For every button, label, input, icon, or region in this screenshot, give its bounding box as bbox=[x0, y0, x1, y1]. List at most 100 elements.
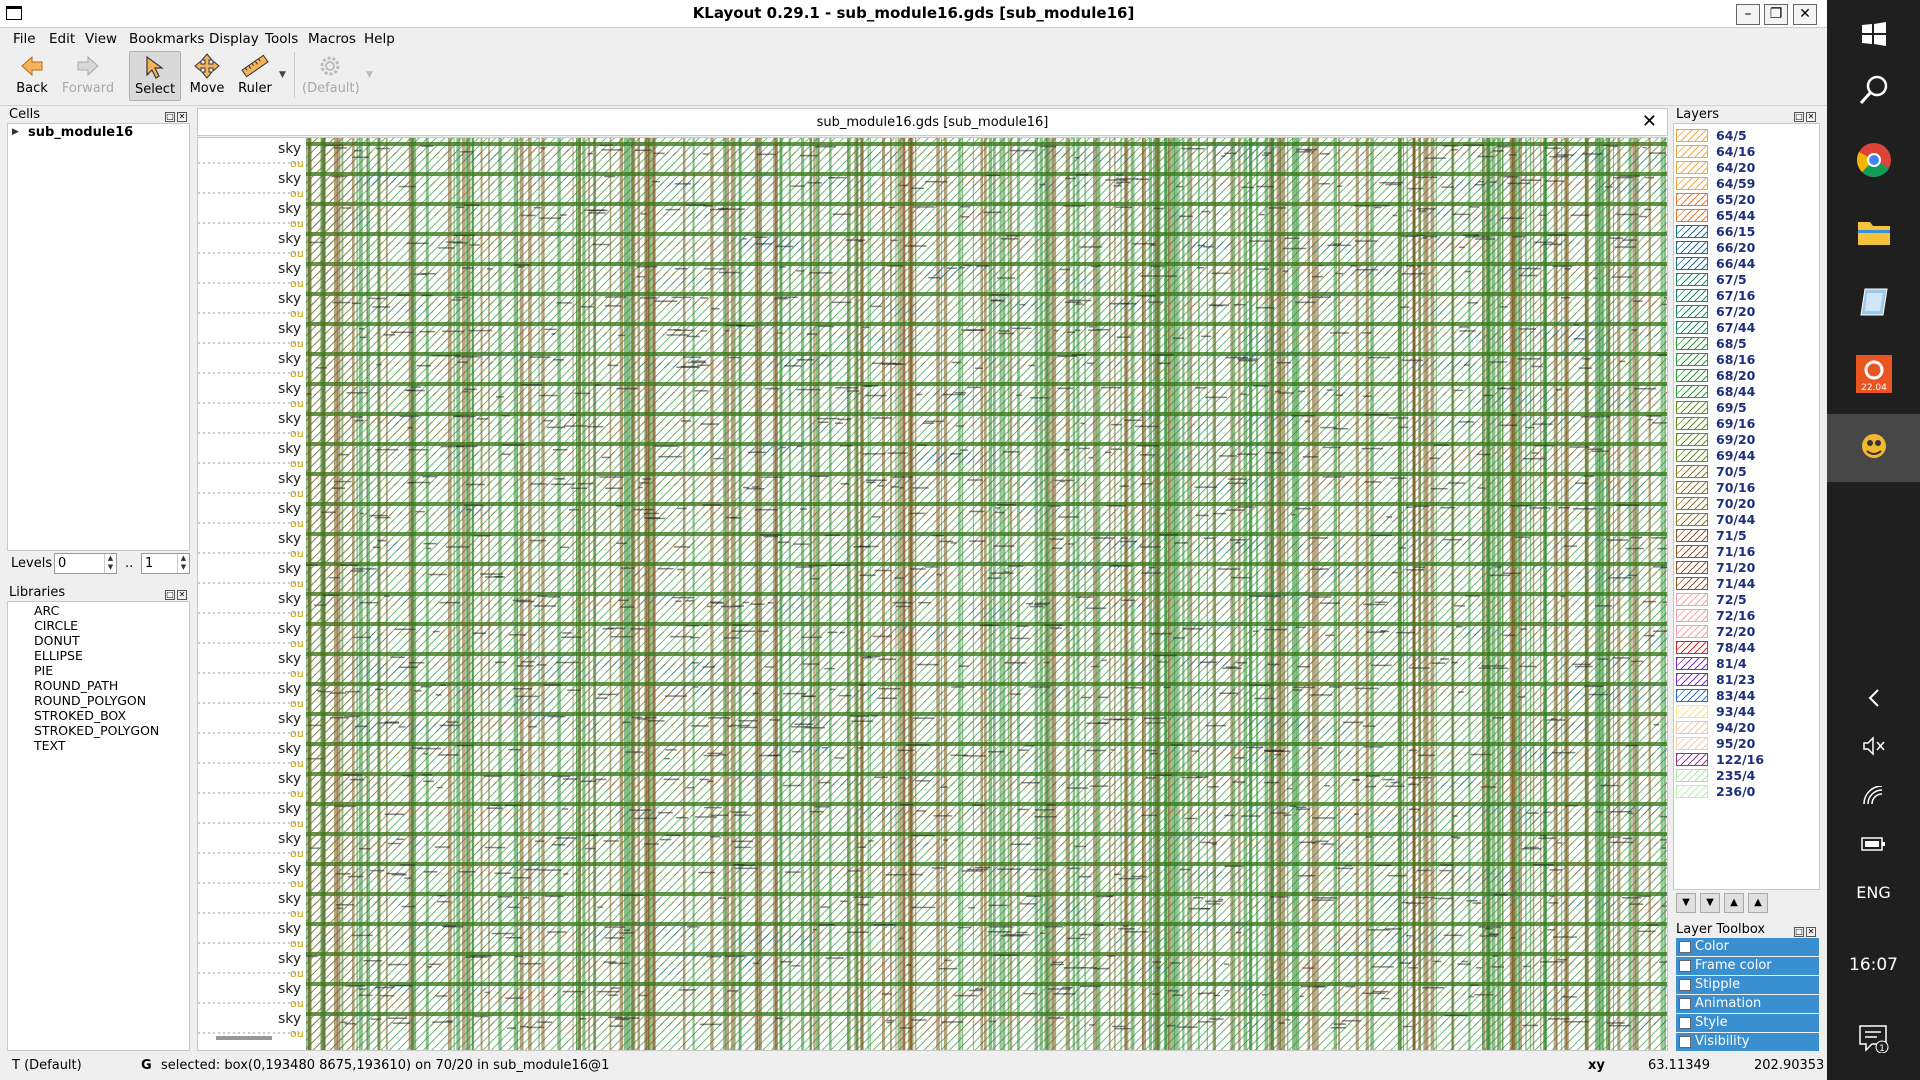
menu-file[interactable]: File bbox=[13, 31, 36, 47]
cell-item-sub-module16[interactable]: sub_module16 bbox=[28, 125, 134, 140]
layer-swatch[interactable] bbox=[1676, 369, 1708, 382]
checkbox[interactable] bbox=[1679, 960, 1691, 972]
cells-tree[interactable]: ▶ sub_module16 bbox=[7, 123, 190, 551]
move-layer-top-icon[interactable]: ▲ bbox=[1748, 893, 1768, 913]
file-explorer-icon[interactable] bbox=[1827, 198, 1920, 266]
library-item[interactable]: STROKED_BOX bbox=[34, 708, 127, 723]
close-icon[interactable]: ✕ bbox=[1806, 112, 1816, 122]
battery-icon[interactable] bbox=[1827, 814, 1920, 874]
layer-item[interactable]: 93/44 bbox=[1676, 704, 1816, 720]
checkbox[interactable] bbox=[1679, 1017, 1691, 1029]
layout-drawing[interactable]: skyouskyouskyouskyouskyouskyouskyouskyou… bbox=[198, 138, 1668, 1051]
layer-swatch[interactable] bbox=[1676, 513, 1708, 526]
layer-swatch[interactable] bbox=[1676, 481, 1708, 494]
expand-arrow-icon[interactable]: ▶ bbox=[12, 127, 19, 137]
layer-item[interactable]: 66/15 bbox=[1676, 224, 1816, 240]
layer-item[interactable]: 71/5 bbox=[1676, 528, 1816, 544]
layer-item[interactable]: 64/20 bbox=[1676, 160, 1816, 176]
levels-max-spinbox[interactable]: 1 ▲ ▼ bbox=[141, 553, 190, 574]
libraries-list[interactable]: ARC CIRCLE DONUT ELLIPSE PIE ROUND_PATH … bbox=[7, 601, 190, 1051]
menu-bookmarks[interactable]: Bookmarks bbox=[129, 31, 205, 47]
toolbox-frame-color[interactable]: Frame color bbox=[1676, 957, 1819, 975]
layer-item[interactable]: 72/20 bbox=[1676, 624, 1816, 640]
layer-swatch[interactable] bbox=[1676, 705, 1708, 718]
layer-swatch[interactable] bbox=[1676, 737, 1708, 750]
library-item[interactable]: TEXT bbox=[34, 738, 66, 753]
layer-swatch[interactable] bbox=[1676, 561, 1708, 574]
menu-tools[interactable]: Tools bbox=[265, 31, 299, 47]
layer-item[interactable]: 81/4 bbox=[1676, 656, 1816, 672]
layer-swatch[interactable] bbox=[1676, 417, 1708, 430]
layer-item[interactable]: 83/44 bbox=[1676, 688, 1816, 704]
ubuntu-icon[interactable]: 22.04 bbox=[1827, 340, 1920, 408]
spin-arrows-icon[interactable]: ▲ ▼ bbox=[177, 554, 189, 573]
checkbox[interactable] bbox=[1679, 979, 1691, 991]
toolbox-visibility[interactable]: Visibility bbox=[1676, 1033, 1819, 1051]
layer-swatch[interactable] bbox=[1676, 257, 1708, 270]
layer-item[interactable]: 72/5 bbox=[1676, 592, 1816, 608]
layer-swatch[interactable] bbox=[1676, 321, 1708, 334]
minimize-button[interactable]: – bbox=[1736, 4, 1760, 25]
layer-swatch[interactable] bbox=[1676, 657, 1708, 670]
checkbox[interactable] bbox=[1679, 1036, 1691, 1048]
forward-button[interactable]: Forward bbox=[60, 51, 116, 101]
layer-item[interactable]: 81/23 bbox=[1676, 672, 1816, 688]
checkbox[interactable] bbox=[1679, 998, 1691, 1010]
layer-item[interactable]: 69/5 bbox=[1676, 400, 1816, 416]
layer-item[interactable]: 67/44 bbox=[1676, 320, 1816, 336]
layer-swatch[interactable] bbox=[1676, 145, 1708, 158]
ruler-button[interactable]: Ruler bbox=[233, 51, 277, 101]
layer-swatch[interactable] bbox=[1676, 497, 1708, 510]
layer-item[interactable]: 71/44 bbox=[1676, 576, 1816, 592]
layer-item[interactable]: 68/5 bbox=[1676, 336, 1816, 352]
layer-item[interactable]: 70/20 bbox=[1676, 496, 1816, 512]
back-button[interactable]: Back bbox=[10, 51, 54, 101]
layer-swatch[interactable] bbox=[1676, 209, 1708, 222]
move-layer-down-icon[interactable]: ▼ bbox=[1700, 893, 1720, 913]
menu-view[interactable]: View bbox=[85, 31, 118, 47]
layer-item[interactable]: 69/20 bbox=[1676, 432, 1816, 448]
layer-swatch[interactable] bbox=[1676, 753, 1708, 766]
layer-swatch[interactable] bbox=[1676, 593, 1708, 606]
volume-muted-icon[interactable] bbox=[1827, 716, 1920, 776]
klayout-icon[interactable] bbox=[1827, 414, 1920, 482]
layer-item[interactable]: 94/20 bbox=[1676, 720, 1816, 736]
layer-item[interactable]: 95/20 bbox=[1676, 736, 1816, 752]
layer-swatch[interactable] bbox=[1676, 673, 1708, 686]
layers-list[interactable]: 64/5 64/16 64/20 64/59 65/20 65/44 66/15 66/20 6… bbox=[1673, 123, 1820, 890]
float-icon[interactable]: □ bbox=[1794, 927, 1804, 937]
layer-swatch[interactable] bbox=[1676, 449, 1708, 462]
layer-swatch[interactable] bbox=[1676, 609, 1708, 622]
move-layer-up-icon[interactable]: ▲ bbox=[1724, 893, 1744, 913]
layer-swatch[interactable] bbox=[1676, 225, 1708, 238]
layer-item[interactable]: 70/16 bbox=[1676, 480, 1816, 496]
toolbox-stipple[interactable]: Stipple bbox=[1676, 976, 1819, 994]
float-icon[interactable]: □ bbox=[165, 590, 175, 600]
layer-item[interactable]: 65/20 bbox=[1676, 192, 1816, 208]
layer-swatch[interactable] bbox=[1676, 337, 1708, 350]
layer-item[interactable]: 64/16 bbox=[1676, 144, 1816, 160]
layer-swatch[interactable] bbox=[1676, 641, 1708, 654]
layer-item[interactable]: 71/20 bbox=[1676, 560, 1816, 576]
close-view-icon[interactable]: ✕ bbox=[1641, 111, 1657, 132]
clock[interactable]: 16:07 bbox=[1849, 955, 1898, 975]
library-item[interactable]: PIE bbox=[34, 663, 54, 678]
app-icon[interactable] bbox=[1827, 268, 1920, 336]
layer-swatch[interactable] bbox=[1676, 577, 1708, 590]
layer-swatch[interactable] bbox=[1676, 353, 1708, 366]
windows-start-icon[interactable] bbox=[1827, 0, 1920, 68]
library-item[interactable]: ROUND_POLYGON bbox=[34, 693, 147, 708]
close-icon[interactable]: ✕ bbox=[177, 112, 187, 122]
library-item[interactable]: ROUND_PATH bbox=[34, 678, 119, 693]
layer-swatch[interactable] bbox=[1676, 193, 1708, 206]
layer-swatch[interactable] bbox=[1676, 177, 1708, 190]
layer-item[interactable]: 66/20 bbox=[1676, 240, 1816, 256]
library-item[interactable]: STROKED_POLYGON bbox=[34, 723, 160, 738]
layer-item[interactable]: 65/44 bbox=[1676, 208, 1816, 224]
layer-swatch[interactable] bbox=[1676, 401, 1708, 414]
float-icon[interactable]: □ bbox=[1794, 112, 1804, 122]
layer-item[interactable]: 71/16 bbox=[1676, 544, 1816, 560]
layer-swatch[interactable] bbox=[1676, 465, 1708, 478]
levels-min-spinbox[interactable]: 0 ▲ ▼ bbox=[54, 553, 117, 574]
layer-item[interactable]: 78/44 bbox=[1676, 640, 1816, 656]
